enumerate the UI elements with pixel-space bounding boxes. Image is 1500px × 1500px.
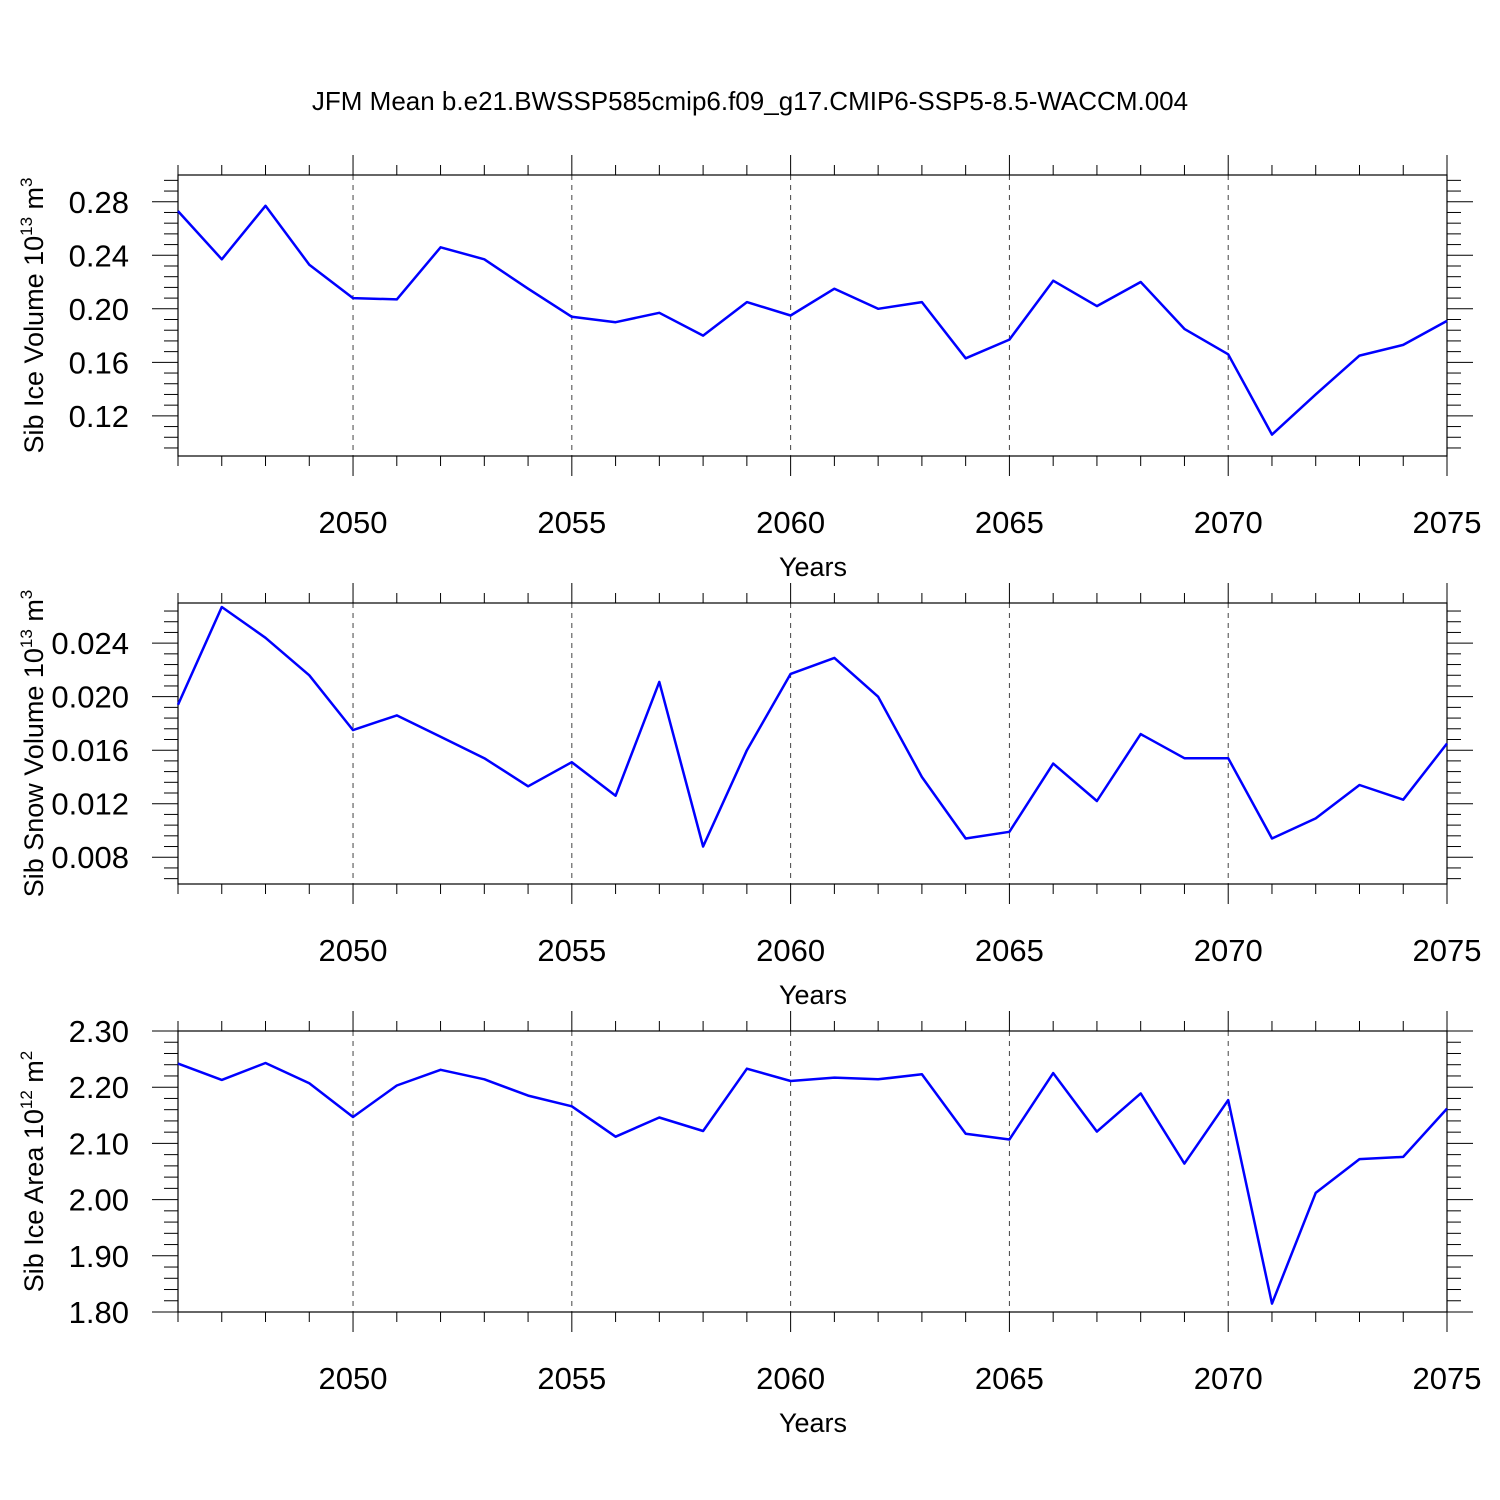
y-axis-title: Sib Snow Volume 1013 m3 [17, 590, 49, 898]
chart-panel-ice-volume: 0.12 0.16 0.20 0.24 0.28 2050 2055 2060 2065 2070… [17, 155, 1481, 582]
chart-title: JFM Mean b.e21.BWSSP585cmip6.f09_g17.CMI… [312, 86, 1188, 116]
x-tick-label: 2070 [1194, 1361, 1263, 1396]
y-tick-label: 0.16 [69, 345, 129, 380]
y-tick-label: 0.24 [69, 238, 129, 273]
y-tick-label: 0.012 [51, 787, 129, 822]
x-tick-label: 2055 [537, 1361, 606, 1396]
y-axis-title-part: m [19, 1060, 49, 1090]
y-tick-label: 0.008 [51, 840, 129, 875]
plot-frame [177, 174, 1448, 457]
y-axis-title-superscript: 2 [17, 1051, 36, 1060]
y-tick-label: 2.10 [69, 1126, 129, 1161]
y-tick-label: 2.00 [69, 1183, 129, 1218]
y-axis-title-part: Sib Snow Volume 10 [19, 648, 49, 897]
x-tick-label: 2065 [975, 1361, 1044, 1396]
x-tick-label: 2075 [1413, 933, 1482, 968]
x-tick-label: 2050 [319, 1361, 388, 1396]
y-axis-title-part: m [19, 599, 49, 629]
y-tick-label: 2.30 [69, 1014, 129, 1049]
x-tick-label: 2060 [756, 505, 825, 540]
x-tick-label: 2070 [1194, 505, 1263, 540]
x-tick-label: 2065 [975, 505, 1044, 540]
x-axis-title: Years [779, 552, 847, 582]
x-tick-label: 2055 [537, 505, 606, 540]
y-axis-title-part: Sib Ice Area 10 [19, 1109, 49, 1292]
x-tick-label: 2060 [756, 933, 825, 968]
y-tick-label: 0.28 [69, 185, 129, 220]
x-tick-label: 2055 [537, 933, 606, 968]
y-axis-title-superscript: 13 [17, 629, 36, 648]
y-tick-label: 2.20 [69, 1070, 129, 1105]
series-line-ice-volume [177, 204, 1448, 436]
x-tick-label: 2075 [1413, 505, 1482, 540]
y-tick-label: 1.90 [69, 1239, 129, 1274]
plot-frame [177, 602, 1448, 885]
x-tick-label: 2050 [319, 933, 388, 968]
y-axis-title: Sib Ice Area 1012 m2 [17, 1051, 49, 1293]
y-tick-label: 0.024 [51, 626, 129, 661]
y-axis-title-part: Sib Ice Volume 10 [19, 236, 49, 454]
chart-panel-snow-volume: 0.008 0.012 0.016 0.020 0.024 2050 2055 2060 206… [17, 583, 1481, 1010]
chart-panel-ice-area: 1.80 1.90 2.00 2.10 2.20 2.30 2050 2055 2060 2065… [17, 1011, 1481, 1438]
x-axis-title: Years [779, 1408, 847, 1438]
x-axis-title: Years [779, 980, 847, 1010]
y-axis-title: Sib Ice Volume 1013 m3 [17, 177, 49, 453]
y-axis-title-superscript: 13 [17, 217, 36, 236]
y-axis-title-superscript: 3 [17, 590, 36, 599]
y-tick-label: 1.80 [69, 1295, 129, 1330]
y-tick-label: 0.12 [69, 399, 129, 434]
x-tick-label: 2070 [1194, 933, 1263, 968]
series-line-ice-area [177, 1061, 1448, 1305]
y-axis-title-part: m [19, 187, 49, 217]
x-tick-label: 2050 [319, 505, 388, 540]
plot-frame [177, 1030, 1448, 1313]
x-tick-label: 2075 [1413, 1361, 1482, 1396]
x-tick-label: 2060 [756, 1361, 825, 1396]
series-line-snow-volume [176, 605, 1448, 848]
y-tick-label: 0.016 [51, 733, 129, 768]
x-tick-label: 2065 [975, 933, 1044, 968]
y-axis-title-superscript: 12 [17, 1090, 36, 1109]
y-tick-label: 0.020 [51, 680, 129, 715]
y-axis-title-superscript: 3 [17, 177, 36, 186]
y-tick-label: 0.20 [69, 292, 129, 327]
